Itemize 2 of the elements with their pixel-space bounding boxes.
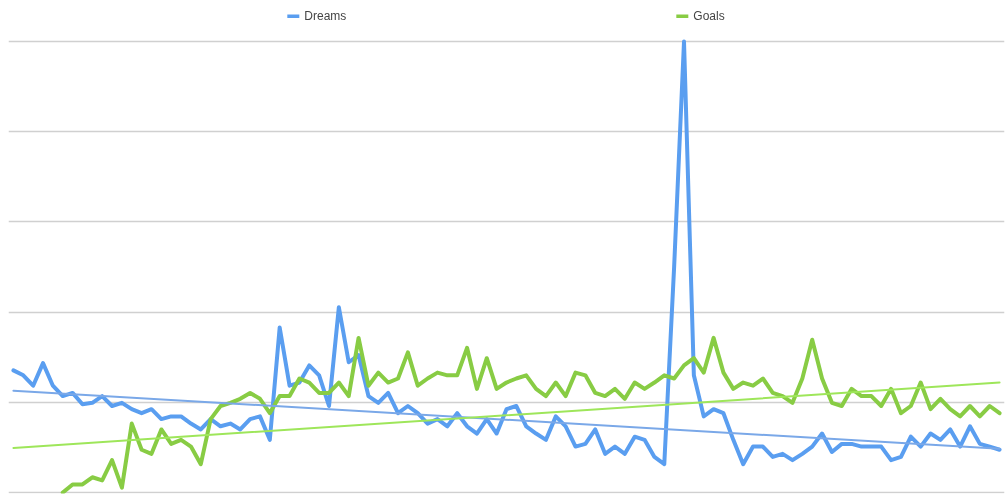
legend-label: Goals [693,9,725,23]
legend-label: Dreams [304,9,347,23]
